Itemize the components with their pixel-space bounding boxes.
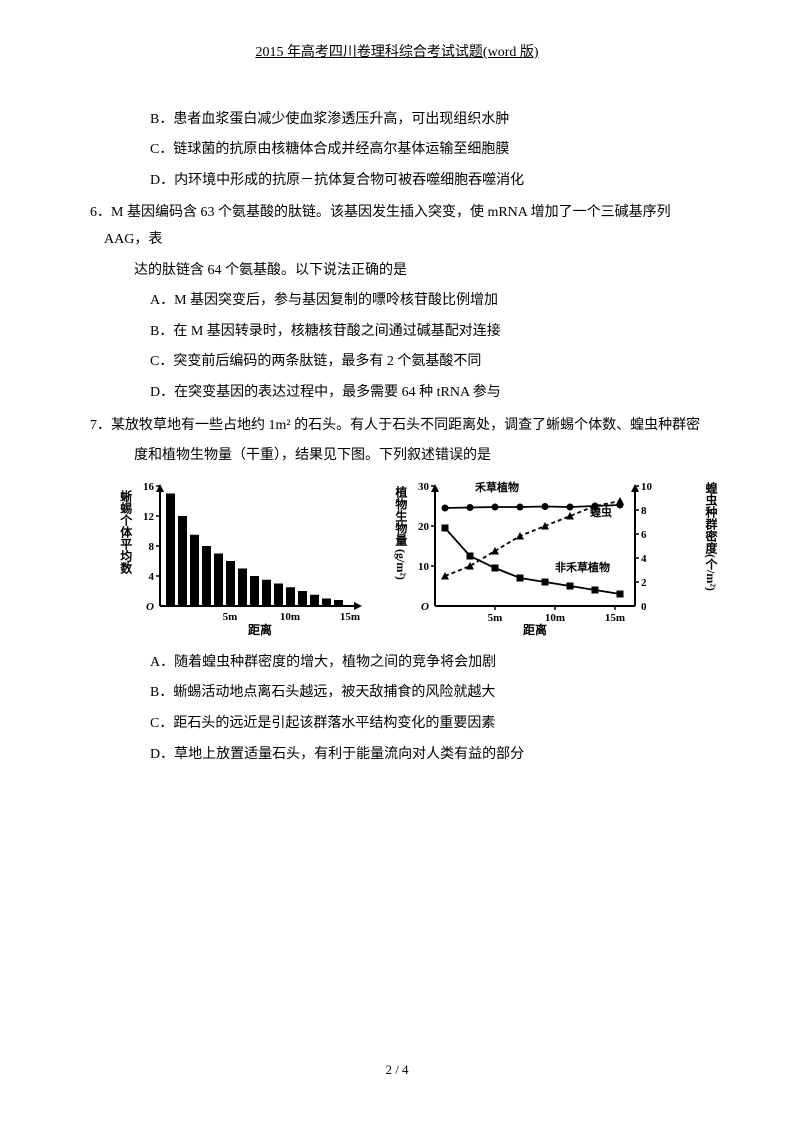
- svg-text:O: O: [421, 601, 429, 613]
- svg-text:5m: 5m: [488, 612, 503, 624]
- q7-option-a: A．随着蝗虫种群密度的增大，植物之间的竞争将会加剧: [90, 650, 704, 677]
- charts-container: 蜥蜴个体平均数O4812165m10m15m距离 植物生物量 (g/m²)蝗虫种…: [90, 480, 704, 636]
- q7-option-d: D．草地上放置适量石头，有利于能量流向对人类有益的部分: [90, 742, 704, 769]
- q6-option-b: B．在 M 基因转录时，核糖核苷酸之间通过碱基配对连接: [90, 319, 704, 346]
- svg-text:10: 10: [418, 561, 430, 573]
- svg-text:12: 12: [143, 511, 155, 523]
- q6-option-a: A．M 基因突变后，参与基因复制的嘌呤核苷酸比例增加: [90, 288, 704, 315]
- svg-text:6: 6: [641, 529, 647, 541]
- q5-option-b: B．患者血浆蛋白减少使血浆渗透压升高，可出现组织水肿: [90, 107, 704, 134]
- q6-stem-2: 达的肽链含 64 个氨基酸。以下说法正确的是: [90, 258, 704, 285]
- svg-text:30: 30: [418, 481, 430, 493]
- svg-text:16: 16: [143, 481, 155, 493]
- svg-text:禾草植物: 禾草植物: [475, 480, 519, 494]
- svg-text:2: 2: [641, 577, 647, 589]
- q7-stem-1: 7．某放牧草地有一些占地约 1m² 的石头。有人于石头不同距离处，调查了蜥蜴个体…: [90, 413, 704, 440]
- svg-text:蝗虫: 蝗虫: [590, 505, 612, 519]
- q7-stem-2: 度和植物生物量（干重），结果见下图。下列叙述错误的是: [90, 443, 704, 470]
- page-footer: 2 / 4: [0, 1058, 794, 1083]
- chart1-y-label: 蜥蜴个体平均数: [114, 490, 137, 574]
- svg-text:距离: 距离: [248, 622, 272, 636]
- svg-text:10: 10: [641, 481, 653, 493]
- svg-text:4: 4: [641, 553, 647, 565]
- q7-option-c: C．距石头的远近是引起该群落水平结构变化的重要因素: [90, 711, 704, 738]
- chart2-y-label-right: 蝗虫种群密度(个/m²): [699, 482, 722, 591]
- svg-text:8: 8: [149, 541, 155, 553]
- svg-text:距离: 距离: [523, 622, 547, 636]
- svg-text:10m: 10m: [545, 612, 565, 624]
- svg-text:O: O: [146, 601, 154, 613]
- chart-2-line-biomass: 植物生物量 (g/m²)蝗虫种群密度(个/m²)O10203002468105m…: [405, 480, 704, 636]
- q6-option-c: C．突变前后编码的两条肽链，最多有 2 个氨基酸不同: [90, 349, 704, 376]
- chart-1-bar-lizard: 蜥蜴个体平均数O4812165m10m15m距离: [130, 480, 385, 636]
- q5-option-c: C．链球菌的抗原由核糖体合成并经高尔基体运输至细胞膜: [90, 137, 704, 164]
- svg-text:5m: 5m: [223, 611, 238, 623]
- q6-stem-1: 6．M 基因编码含 63 个氨基酸的肽链。该基因发生插入突变，使 mRNA 增加…: [90, 200, 704, 253]
- chart2-y-label-left: 植物生物量 (g/m²): [389, 486, 412, 580]
- q5-option-d: D．内环境中形成的抗原－抗体复合物可被吞噬细胞吞噬消化: [90, 168, 704, 195]
- svg-text:0: 0: [641, 601, 647, 613]
- page-header: 2015 年高考四川卷理科综合考试试题(word 版): [90, 40, 704, 67]
- svg-text:10m: 10m: [280, 611, 300, 623]
- svg-text:20: 20: [418, 521, 430, 533]
- q7-option-b: B．蜥蜴活动地点离石头越远，被天敌捕食的风险就越大: [90, 680, 704, 707]
- svg-text:4: 4: [149, 571, 155, 583]
- svg-text:8: 8: [641, 505, 647, 517]
- q6-option-d: D．在突变基因的表达过程中，最多需要 64 种 tRNA 参与: [90, 380, 704, 407]
- svg-text:15m: 15m: [605, 612, 625, 624]
- svg-text:非禾草植物: 非禾草植物: [555, 560, 610, 574]
- svg-text:15m: 15m: [340, 611, 360, 623]
